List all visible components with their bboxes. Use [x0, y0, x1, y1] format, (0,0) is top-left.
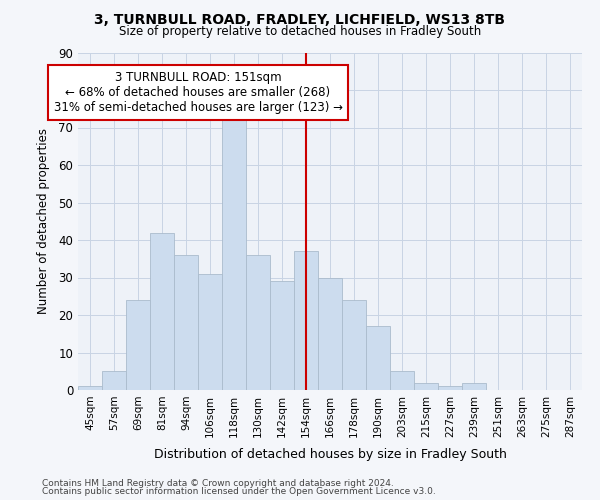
Bar: [270, 281, 294, 390]
Bar: [438, 386, 462, 390]
Bar: [414, 382, 438, 390]
Bar: [318, 278, 342, 390]
Bar: [390, 371, 414, 390]
Bar: [150, 232, 174, 390]
Bar: [78, 386, 102, 390]
Y-axis label: Number of detached properties: Number of detached properties: [37, 128, 50, 314]
Bar: [222, 112, 246, 390]
Text: 3 TURNBULL ROAD: 151sqm
← 68% of detached houses are smaller (268)
31% of semi-d: 3 TURNBULL ROAD: 151sqm ← 68% of detache…: [53, 71, 343, 115]
Text: 3, TURNBULL ROAD, FRADLEY, LICHFIELD, WS13 8TB: 3, TURNBULL ROAD, FRADLEY, LICHFIELD, WS…: [95, 12, 505, 26]
Bar: [342, 300, 366, 390]
Bar: [126, 300, 150, 390]
X-axis label: Distribution of detached houses by size in Fradley South: Distribution of detached houses by size …: [154, 448, 506, 461]
Text: Contains public sector information licensed under the Open Government Licence v3: Contains public sector information licen…: [42, 487, 436, 496]
Bar: [294, 251, 318, 390]
Text: Size of property relative to detached houses in Fradley South: Size of property relative to detached ho…: [119, 25, 481, 38]
Bar: [366, 326, 390, 390]
Text: Contains HM Land Registry data © Crown copyright and database right 2024.: Contains HM Land Registry data © Crown c…: [42, 479, 394, 488]
Bar: [198, 274, 222, 390]
Bar: [174, 255, 198, 390]
Bar: [462, 382, 486, 390]
Bar: [246, 255, 270, 390]
Bar: [102, 371, 126, 390]
